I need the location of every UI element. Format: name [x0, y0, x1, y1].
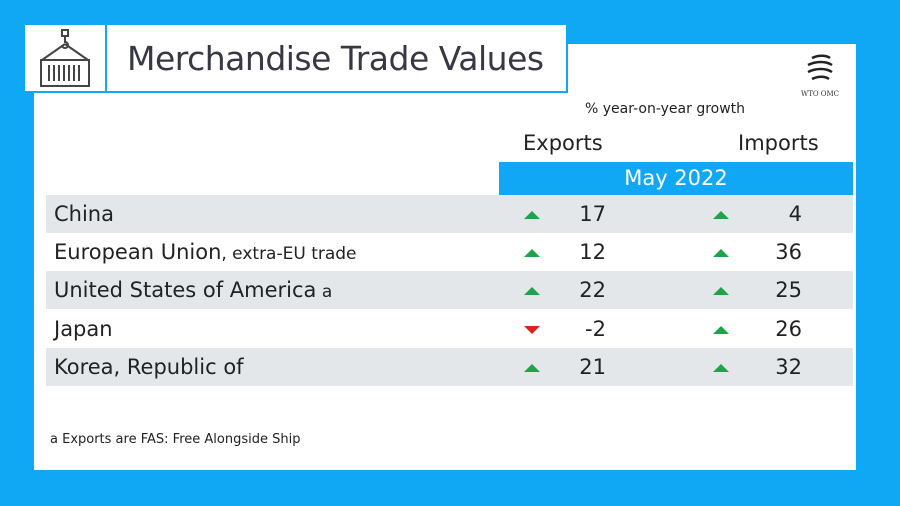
- country-label: Japan: [54, 316, 113, 341]
- wto-logo: WTO OMC: [800, 52, 840, 98]
- title-box: Merchandise Trade Values: [23, 23, 568, 93]
- country-name: United States of America a: [54, 278, 332, 302]
- exports-value: -2: [585, 316, 606, 341]
- exports-header: Exports: [523, 131, 603, 155]
- table-row: Korea, Republic of 21 32: [46, 347, 853, 386]
- table-row: China 17 4: [46, 195, 853, 233]
- container-icon: [25, 25, 107, 91]
- country-suffix: , extra-EU trade: [221, 244, 357, 265]
- country-label: United States of America: [54, 278, 317, 303]
- up-arrow-icon: [524, 211, 540, 219]
- exports-value: 21: [579, 354, 606, 379]
- exports-value: 17: [579, 202, 606, 226]
- exports-value: 22: [579, 278, 606, 303]
- table-row: Japan -2 26: [46, 310, 853, 348]
- footnote: a Exports are FAS: Free Alongside Ship: [50, 432, 301, 447]
- imports-value: 32: [775, 354, 802, 379]
- up-arrow-icon: [713, 287, 729, 296]
- table-row: United States of America a 22 25: [46, 271, 853, 310]
- imports-value: 36: [775, 240, 802, 265]
- up-arrow-icon: [713, 249, 729, 258]
- country-suffix: a: [316, 282, 333, 303]
- table-row: European Union, extra-EU trade 12 36: [46, 233, 853, 271]
- country-name: Japan: [54, 317, 113, 341]
- country-name: China: [54, 202, 114, 226]
- imports-header: Imports: [738, 131, 819, 155]
- country-name: European Union, extra-EU trade: [54, 240, 357, 264]
- country-label: China: [54, 202, 114, 226]
- country-name: Korea, Republic of: [54, 355, 244, 379]
- imports-value: 26: [775, 316, 802, 341]
- exports-value: 12: [579, 240, 606, 265]
- page-title: Merchandise Trade Values: [127, 38, 544, 78]
- up-arrow-icon: [524, 287, 540, 296]
- wto-globe-icon: [807, 54, 833, 81]
- up-arrow-icon: [524, 363, 540, 372]
- imports-value: 25: [775, 278, 802, 303]
- period-bar: May 2022: [499, 162, 853, 195]
- imports-value: 4: [788, 202, 802, 226]
- up-arrow-icon: [713, 363, 729, 372]
- up-arrow-icon: [524, 249, 540, 258]
- up-arrow-icon: [713, 325, 729, 334]
- down-arrow-icon: [524, 325, 540, 334]
- country-label: Korea, Republic of: [54, 354, 244, 379]
- logo-text: WTO OMC: [800, 90, 840, 98]
- up-arrow-icon: [713, 211, 729, 219]
- subtitle: % year-on-year growth: [585, 101, 746, 117]
- country-label: European Union: [54, 240, 222, 265]
